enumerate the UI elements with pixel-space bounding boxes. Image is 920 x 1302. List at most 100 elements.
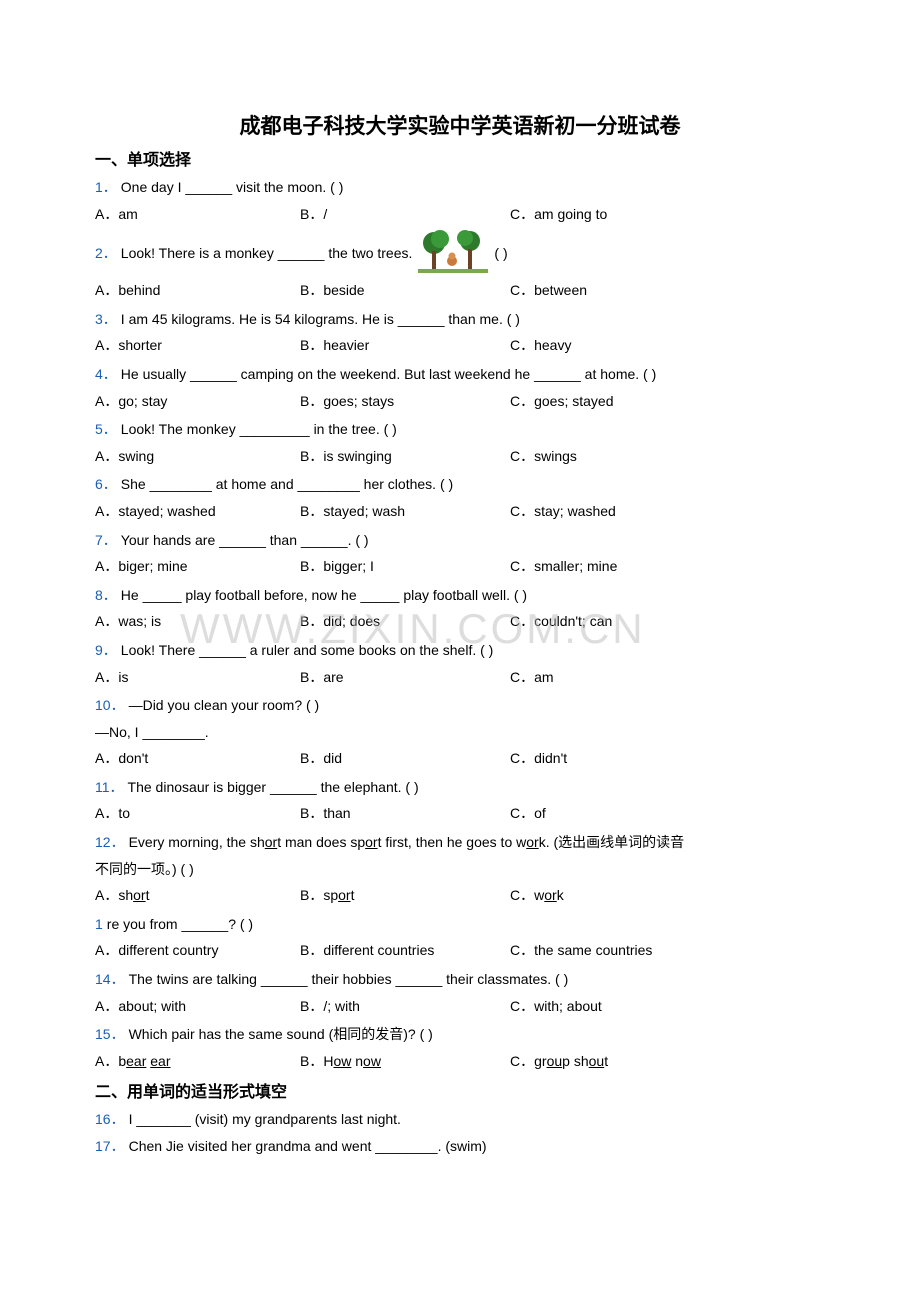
- options-11: A．to B．than C．of: [95, 800, 825, 827]
- question-6: 6．She ________ at home and ________ her …: [95, 471, 825, 498]
- question-9: 9．Look! There ______ a ruler and some bo…: [95, 637, 825, 664]
- opt-a: A．don't: [95, 745, 300, 772]
- question-7: 7．Your hands are ______ than ______. ( ): [95, 527, 825, 554]
- options-8: A．was; is B．did; does C．couldn't; can: [95, 608, 825, 635]
- opt-b: B．is swinging: [300, 443, 510, 470]
- opt-c: C．of: [510, 800, 546, 827]
- opt-c: C．group shout: [510, 1048, 608, 1075]
- question-1: 1．One day I ______ visit the moon. ( ): [95, 174, 825, 201]
- opt-b: B．did; does: [300, 608, 510, 635]
- qnum: 14．: [95, 966, 125, 993]
- qnum: 4．: [95, 361, 117, 388]
- opt-b: B．bigger; I: [300, 553, 510, 580]
- opt-c: C．am going to: [510, 201, 607, 228]
- options-5: A．swing B．is swinging C．swings: [95, 443, 825, 470]
- opt-c: C．goes; stayed: [510, 388, 614, 415]
- opt-c: C．smaller; mine: [510, 553, 617, 580]
- page-title: 成都电子科技大学实验中学英语新初一分班试卷: [95, 110, 825, 140]
- qnum: 17．: [95, 1133, 125, 1160]
- qtext: Look! There is a monkey ______ the two t…: [121, 240, 413, 267]
- qtext: —Did you clean your room? ( ): [129, 692, 320, 719]
- question-10-line2: —No, I ________.: [95, 719, 825, 746]
- qtext: 不同的一项。) ( ): [95, 856, 194, 883]
- qnum: 16．: [95, 1106, 125, 1133]
- options-6: A．stayed; washed B．stayed; wash C．stay; …: [95, 498, 825, 525]
- options-15: A．bear ear B．How now C．group shout: [95, 1048, 825, 1075]
- options-12: A．short B．sport C．work: [95, 882, 825, 909]
- section-2-header: 二、用单词的适当形式填空: [95, 1078, 825, 1102]
- options-9: A．is B．are C．am: [95, 664, 825, 691]
- qtext: The dinosaur is bigger ______ the elepha…: [128, 774, 419, 801]
- qtext: Look! There ______ a ruler and some book…: [121, 637, 494, 664]
- qnum: 9．: [95, 637, 117, 664]
- question-12: 12． Every morning, the short man does sp…: [95, 829, 825, 856]
- qtext: I _______ (visit) my grandparents last n…: [129, 1106, 401, 1133]
- qtext: Your hands are ______ than ______. ( ): [121, 527, 369, 554]
- qnum: 12．: [95, 829, 125, 856]
- qtext: re you from ______? ( ): [107, 911, 253, 938]
- opt-c: C．heavy: [510, 332, 571, 359]
- qtext: He usually ______ camping on the weekend…: [121, 361, 656, 388]
- opt-a: A．is: [95, 664, 300, 691]
- qtext: One day I ______ visit the moon. ( ): [121, 174, 344, 201]
- opt-a: A．about; with: [95, 993, 300, 1020]
- qnum: 15．: [95, 1021, 125, 1048]
- options-13: A．different country B．different countrie…: [95, 937, 825, 964]
- qnum: 3．: [95, 306, 117, 333]
- opt-a: A．behind: [95, 277, 300, 304]
- opt-b: B．heavier: [300, 332, 510, 359]
- question-2: 2． Look! There is a monkey ______ the tw…: [95, 229, 825, 277]
- options-7: A．biger; mine B．bigger; I C．smaller; min…: [95, 553, 825, 580]
- opt-b: B．stayed; wash: [300, 498, 510, 525]
- opt-a: A．go; stay: [95, 388, 300, 415]
- opt-b: B．goes; stays: [300, 388, 510, 415]
- options-1: A．am B．/ C．am going to: [95, 201, 825, 228]
- question-12-line2: 不同的一项。) ( ): [95, 856, 825, 883]
- opt-c: C．the same countries: [510, 937, 652, 964]
- opt-b: B．are: [300, 664, 510, 691]
- opt-b: B．did: [300, 745, 510, 772]
- options-14: A．about; with B．/; with C．with; about: [95, 993, 825, 1020]
- qnum: 10．: [95, 692, 125, 719]
- options-2: A．behind B．beside C．between: [95, 277, 825, 304]
- opt-c: C．swings: [510, 443, 577, 470]
- opt-c: C．didn't: [510, 745, 567, 772]
- opt-b: B．/; with: [300, 993, 510, 1020]
- question-5: 5．Look! The monkey _________ in the tree…: [95, 416, 825, 443]
- question-13: 1re you from ______? ( ): [95, 911, 825, 938]
- options-4: A．go; stay B．goes; stays C．goes; stayed: [95, 388, 825, 415]
- opt-a: A．short: [95, 882, 300, 909]
- options-10: A．don't B．did C．didn't: [95, 745, 825, 772]
- opt-c: C．between: [510, 277, 587, 304]
- qtext: Chen Jie visited her grandma and went __…: [129, 1133, 487, 1160]
- section-1-header: 一、单项选择: [95, 146, 825, 170]
- question-16: 16．I _______ (visit) my grandparents las…: [95, 1106, 825, 1133]
- opt-c: C．with; about: [510, 993, 602, 1020]
- opt-a: A．swing: [95, 443, 300, 470]
- qtext: She ________ at home and ________ her cl…: [121, 471, 453, 498]
- opt-a: A．different country: [95, 937, 300, 964]
- question-17: 17．Chen Jie visited her grandma and went…: [95, 1133, 825, 1160]
- opt-a: A．bear ear: [95, 1048, 300, 1075]
- opt-a: A．biger; mine: [95, 553, 300, 580]
- qtext: The twins are talking ______ their hobbi…: [129, 966, 569, 993]
- qtext: —No, I ________.: [95, 719, 209, 746]
- opt-c: C．work: [510, 882, 564, 909]
- opt-b: B．than: [300, 800, 510, 827]
- opt-a: A．stayed; washed: [95, 498, 300, 525]
- opt-a: A．was; is: [95, 608, 300, 635]
- opt-a: A．to: [95, 800, 300, 827]
- opt-b: B．/: [300, 201, 510, 228]
- qtext: Every morning, the short man does sport …: [129, 829, 685, 856]
- opt-c: C．stay; washed: [510, 498, 616, 525]
- opt-b: B．sport: [300, 882, 510, 909]
- qnum: 6．: [95, 471, 117, 498]
- qtext: Look! The monkey _________ in the tree. …: [121, 416, 397, 443]
- opt-c: C．am: [510, 664, 554, 691]
- qnum: 1．: [95, 174, 117, 201]
- monkey-tree-icon: [418, 229, 488, 277]
- opt-b: B．How now: [300, 1048, 510, 1075]
- qnum: 8．: [95, 582, 117, 609]
- opt-a: A．shorter: [95, 332, 300, 359]
- question-8: 8．He _____ play football before, now he …: [95, 582, 825, 609]
